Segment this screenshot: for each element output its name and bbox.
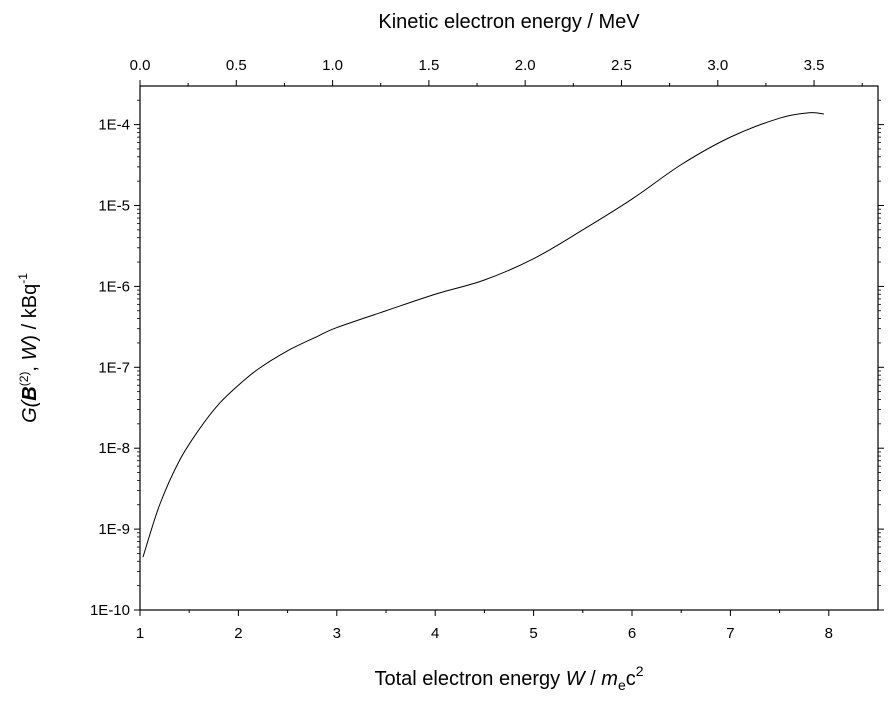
x2-tick-label-3: 1.5 [418,57,439,74]
ylabel-part-4: , [19,360,41,371]
y-tick-label-2: 1E-8 [98,440,130,457]
x-tick-label-7: 8 [825,625,833,642]
xlabel-part-3: / [585,668,602,690]
plot-frame [139,85,879,611]
ylabel-part-6: ) / kBq [19,284,41,342]
x-tick-label-6: 7 [726,625,734,642]
xlabel-part-1: Total electron energy [374,668,565,690]
xlabel-part-7: 2 [636,663,644,679]
ylabel-part-7: -1 [16,273,30,284]
x-tick-label-3: 4 [431,625,439,642]
x2-tick-label-4: 2.0 [515,57,536,74]
top-x-axis: 0.0 0.5 1.0 1.5 2.0 2.5 3.0 3.5 [130,57,863,86]
x-tick-label-2: 3 [333,625,341,642]
x2-tick-label-7: 3.5 [804,57,825,74]
x-tick-label-4: 5 [529,625,537,642]
bottom-axis-title: Total electron energy W / mec2 [374,663,643,693]
right-y-axis [878,99,884,611]
series-line [142,112,824,558]
x-tick-label-1: 2 [234,625,242,642]
ylabel-part-5: W [19,339,41,360]
left-y-axis: 1E-10 1E-9 1E-8 1E-7 1E-6 1E-5 1E-4 [90,99,140,619]
x2-tick-label-0: 0.0 [130,57,151,74]
x2-tick-label-5: 2.5 [611,57,632,74]
y-tick-label-4: 1E-6 [98,278,130,295]
xlabel-part-6: c [626,668,636,690]
ylabel-part-1: G( [19,398,41,423]
y-tick-label-6: 1E-4 [98,117,130,134]
x2-tick-label-6: 3.0 [707,57,728,74]
xlabel-part-2: W [566,668,587,690]
x-tick-label-0: 1 [136,625,144,642]
top-axis-title: Kinetic electron energy / MeV [378,11,640,33]
bottom-x-axis: 1 2 3 4 5 6 7 8 [136,610,833,642]
y-tick-label-5: 1E-5 [98,197,130,214]
xlabel-part-5: e [618,677,626,693]
left-axis-title: G(B(2), W) / kBq-1 [16,273,41,423]
x2-tick-label-2: 1.0 [322,57,343,74]
x-tick-label-5: 6 [628,625,636,642]
y-tick-label-3: 1E-7 [98,359,130,376]
ylabel-part-2: B [19,386,41,400]
x2-tick-label-1: 0.5 [226,57,247,74]
xlabel-part-4: m [601,668,618,690]
y-tick-label-0: 1E-10 [90,602,130,619]
y-tick-label-1: 1E-9 [98,521,130,538]
ylabel-part-3: (2) [17,372,31,387]
